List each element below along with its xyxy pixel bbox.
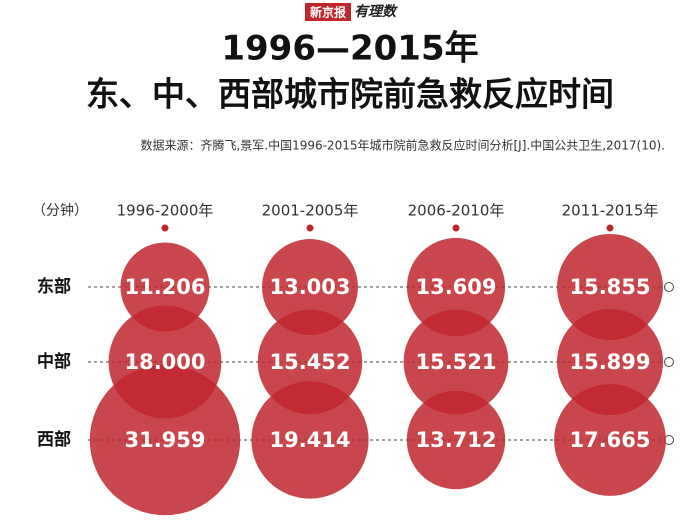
brand-box [305, 3, 351, 21]
row-label: 中部 [37, 351, 71, 372]
bubble [89, 364, 241, 516]
chart-title: 1996—2015年 [221, 29, 478, 69]
row-end [664, 282, 674, 292]
column-dot [452, 224, 460, 232]
bubble [251, 381, 369, 499]
value-label: 17.665 [569, 428, 650, 452]
bubble [556, 308, 664, 416]
bubble [406, 237, 506, 337]
value-label: 13.609 [415, 275, 496, 299]
value-label: 18.000 [124, 350, 205, 374]
value-label: 31.959 [124, 428, 205, 452]
bubble [554, 384, 666, 496]
column-dot [306, 224, 314, 232]
column-label: 2001-2005年 [262, 202, 359, 220]
value-label: 15.855 [569, 275, 650, 299]
bubble [557, 234, 663, 340]
bubble [406, 390, 506, 490]
column-dot [161, 224, 169, 232]
row-end [664, 357, 674, 367]
source: 数据来源：齐腾飞,景军.中国1996-2015年城市院前急救反应时间分析[J].… [140, 138, 665, 153]
value-label: 19.414 [269, 428, 350, 452]
row-label: 西部 [37, 429, 71, 450]
brand: 新京报 [310, 5, 346, 20]
value-label: 15.521 [415, 350, 496, 374]
bubble [403, 309, 509, 415]
column-label: 2006-2010年 [408, 202, 505, 220]
chart-subtitle: 东、中、西部城市院前急救反应时间 [86, 75, 614, 114]
value-label: 13.003 [269, 275, 350, 299]
value-label: 15.452 [269, 350, 350, 374]
bubble [120, 242, 210, 332]
value-label: 15.899 [569, 350, 650, 374]
column-label: 2011-2015年 [562, 202, 659, 220]
brand-column: 有理数 [354, 3, 398, 20]
column-dot [606, 224, 614, 232]
value-label: 11.206 [124, 275, 205, 299]
bubble [262, 239, 358, 335]
column-label: 1996-2000年 [117, 202, 214, 220]
value-label: 13.712 [415, 428, 496, 452]
row-label: 东部 [37, 276, 71, 297]
unit-label: （分钟） [32, 202, 88, 219]
